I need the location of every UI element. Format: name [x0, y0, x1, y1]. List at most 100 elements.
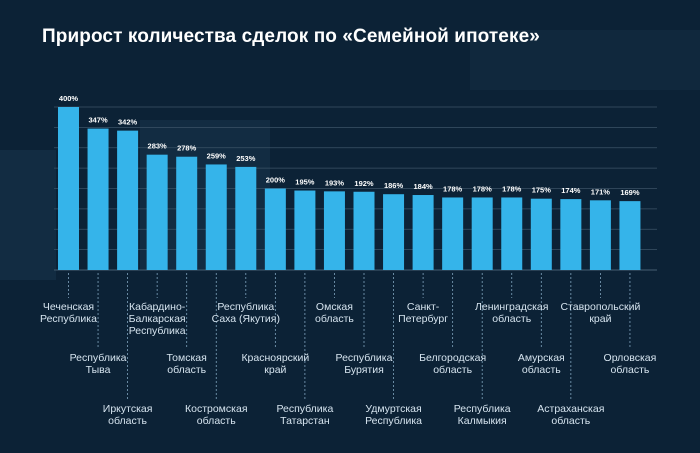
category-label-line: Иркутская	[102, 403, 153, 415]
category-label-line: Татарстан	[280, 415, 330, 427]
category-label-line: Белгородская	[419, 352, 487, 364]
category-label-line: край	[264, 364, 287, 376]
category-label: Иркутская область	[103, 403, 153, 427]
bar	[530, 198, 552, 270]
bar	[353, 191, 375, 270]
category-label-line: Республика	[128, 325, 186, 337]
bar	[294, 190, 316, 270]
category-label-line: область	[108, 415, 148, 427]
category-label-line: Балкарская	[128, 313, 186, 325]
category-label: Ленинградская область	[475, 301, 548, 325]
category-label-line: Амурская	[517, 352, 565, 364]
category-label: Астраханская область	[537, 403, 604, 427]
category-label-line: область	[167, 364, 207, 376]
category-label-line: Республика	[69, 352, 127, 364]
category-label: Чеченская Республика	[40, 301, 97, 325]
category-label-line: Астраханская	[537, 403, 605, 415]
category-label-line: область	[610, 364, 650, 376]
bar	[264, 188, 286, 270]
bar	[560, 199, 582, 270]
data-label: 192%	[354, 179, 374, 188]
category-label-line: Республика	[335, 352, 393, 364]
category-label: Белгородская область	[419, 352, 486, 376]
data-label: 278%	[177, 144, 197, 153]
category-label: Республика Калмыкия	[454, 403, 511, 427]
category-label-line: Петербург	[398, 313, 449, 325]
data-label: 347%	[88, 116, 108, 125]
category-label: Республика Татарстан	[276, 403, 333, 427]
category-label: Кабардино- Балкарская Республика	[129, 301, 186, 337]
bar	[383, 194, 405, 270]
data-label: 259%	[207, 151, 227, 160]
category-label-line: Республика	[217, 301, 275, 313]
background-shape	[0, 150, 56, 280]
data-label: 178%	[473, 184, 493, 193]
background-shape	[470, 30, 700, 90]
bar	[87, 128, 109, 270]
bar	[471, 197, 493, 270]
category-label-line: область	[433, 364, 473, 376]
data-label: 171%	[591, 187, 611, 196]
data-label: 174%	[561, 186, 581, 195]
category-label: Удмуртская Республика	[365, 403, 422, 427]
category-label-line: Калмыкия	[457, 415, 507, 427]
bar	[176, 156, 198, 270]
data-label: 175%	[532, 186, 552, 195]
bar	[501, 197, 523, 270]
data-label: 253%	[236, 154, 256, 163]
category-label-line: область	[492, 313, 532, 325]
data-label: 400%	[59, 94, 79, 103]
category-label-line: Республика	[365, 415, 422, 427]
data-label: 200%	[266, 176, 286, 185]
category-label: Красноярский край	[241, 352, 309, 376]
data-label: 186%	[384, 181, 404, 190]
bar	[58, 107, 79, 270]
category-label: Республика Тыва	[70, 352, 127, 376]
bar	[442, 197, 464, 270]
category-label-line: Республика	[453, 403, 511, 415]
bar	[205, 164, 227, 270]
category-label-line: Ленинградская	[475, 301, 549, 313]
bar	[412, 195, 434, 270]
data-label: 193%	[325, 178, 345, 187]
category-label-line: область	[196, 415, 236, 427]
category-label-line: Санкт-	[406, 301, 440, 313]
category-label-line: Саха (Якутия)	[211, 313, 280, 325]
category-label: Республика Бурятия	[336, 352, 393, 376]
data-label: 283%	[148, 142, 168, 151]
data-label: 178%	[502, 184, 522, 193]
data-label: 195%	[295, 178, 315, 187]
category-label-line: Чеченская	[42, 301, 95, 313]
category-label-line: Орловская	[603, 352, 657, 364]
category-label-line: Бурятия	[344, 364, 384, 376]
category-label-line: край	[589, 313, 612, 325]
category-label: Томская область	[167, 352, 207, 376]
bar	[323, 191, 345, 270]
data-label: 169%	[620, 188, 640, 197]
category-label: Костромская область	[185, 403, 248, 427]
category-label: Омская область	[315, 301, 354, 325]
category-label-line: Ставропольский	[560, 301, 641, 313]
category-label-line: область	[314, 313, 354, 325]
category-label-line: Удмуртская	[365, 403, 422, 415]
category-label: Республика Саха (Якутия)	[212, 301, 280, 325]
category-label-line: Томская	[166, 352, 207, 364]
category-label: Орловская область	[604, 352, 657, 376]
bar	[235, 166, 257, 270]
category-label-line: Республика	[40, 313, 97, 325]
category-label-line: Красноярский	[241, 352, 310, 364]
bar	[619, 201, 641, 270]
bar	[589, 200, 611, 270]
category-label: Амурская область	[518, 352, 565, 376]
category-label-line: Республика	[276, 403, 334, 415]
category-label-line: Костромская	[184, 403, 248, 415]
category-label-line: область	[521, 364, 561, 376]
data-label: 178%	[443, 184, 463, 193]
category-label-line: Тыва	[85, 364, 111, 376]
category-label: Ставропольский край	[560, 301, 640, 325]
bar	[146, 154, 168, 270]
category-label-line: область	[551, 415, 591, 427]
chart-title: Прирост количества сделок по «Семейной и…	[42, 26, 540, 47]
category-label-line: Кабардино-	[128, 301, 186, 313]
